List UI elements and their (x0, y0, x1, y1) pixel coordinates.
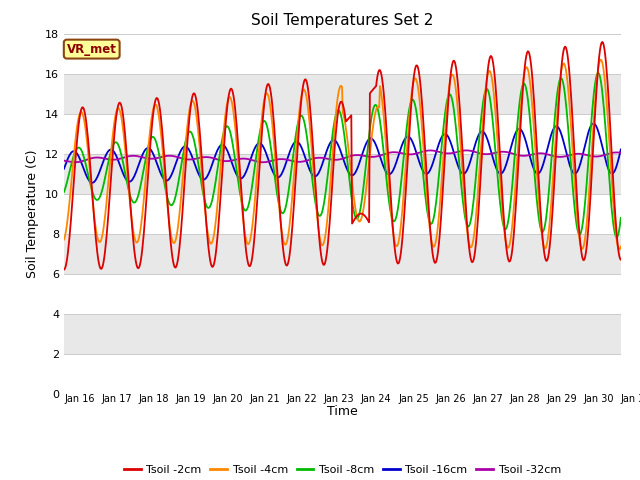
Bar (64, 234, 621, 274)
Bar (64, 193, 621, 234)
Title: Soil Temperatures Set 2: Soil Temperatures Set 2 (252, 13, 433, 28)
Bar (64, 313, 621, 354)
Text: VR_met: VR_met (67, 43, 116, 56)
Y-axis label: Soil Temperature (C): Soil Temperature (C) (26, 149, 40, 278)
Bar (64, 154, 621, 193)
Bar (64, 73, 621, 114)
Legend: Tsoil -2cm, Tsoil -4cm, Tsoil -8cm, Tsoil -16cm, Tsoil -32cm: Tsoil -2cm, Tsoil -4cm, Tsoil -8cm, Tsoi… (120, 460, 565, 479)
X-axis label: Time: Time (327, 405, 358, 418)
Bar (64, 34, 621, 73)
Bar (64, 114, 621, 154)
Bar (64, 274, 621, 313)
Bar (64, 354, 621, 394)
